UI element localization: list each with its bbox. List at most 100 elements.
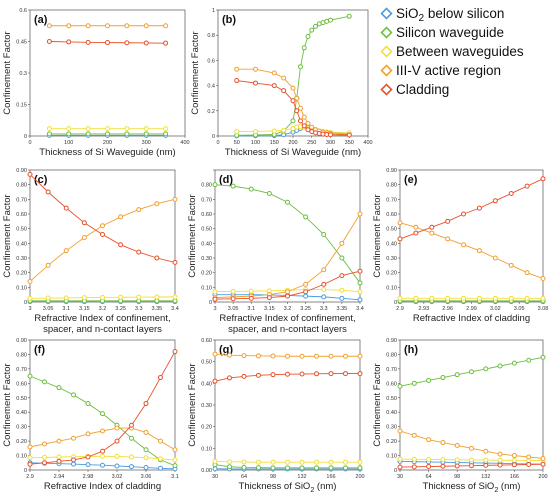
data-point [212,351,218,357]
data-point [339,255,345,261]
data-point [511,453,517,459]
data-point [241,373,247,379]
data-point [314,459,319,465]
x-tick-label: 2.98 [83,474,94,480]
y-tick-label: 0 [212,134,215,140]
data-point [298,105,303,111]
y-tick-label: 0.10 [201,285,212,291]
data-point [469,457,474,463]
data-point [143,23,149,29]
y-tick-label: 0.40 [201,241,212,247]
x-axis-label-tail: (nm) [314,481,336,492]
data-point [230,288,236,294]
data-point [397,456,403,462]
y-axis-label: Confinement Factor [2,194,13,277]
data-point [172,447,178,453]
x-tick-label: 400 [180,140,189,146]
y-tick-label: 0.70 [16,367,27,373]
y-tick-label: 0.00 [201,468,212,474]
y-tick-label: 0 [24,468,27,474]
data-point [314,465,319,471]
data-point [540,354,546,360]
data-point [230,183,236,189]
x-axis-label: Refractive Index of confinement, [34,313,170,324]
y-tick-label: 0.60 [386,212,397,218]
data-point [299,371,305,377]
legend-label: Between waveguides [396,44,524,59]
y-tick-label: 0.20 [16,439,27,445]
series-line [399,430,544,459]
data-point [212,289,218,295]
data-point [497,457,503,463]
data-point [71,461,76,467]
panel-label: (c) [34,174,48,186]
chart-panel-7: 0.00 0.10 0.20 0.30 0.40 0.50 0.60 30 64 98 132 166… [187,338,365,494]
data-point [357,297,363,303]
data-point [492,198,498,204]
data-point [100,232,105,238]
data-point [248,295,254,301]
data-point [508,262,514,268]
data-point [303,293,309,299]
data-point [285,465,290,471]
data-point [46,131,52,137]
data-point [227,375,232,381]
data-point [143,401,149,407]
x-axis-label-sub: 2 [310,486,314,494]
y-tick-label: 0.10 [386,285,397,291]
data-point [85,431,91,437]
legend-item: III-V active region [380,63,501,78]
data-point [63,295,69,301]
data-point [492,295,498,301]
data-point [45,189,51,195]
x-tick-label: 200 [355,474,364,480]
data-point [66,23,72,29]
data-point [158,456,163,462]
y-tick-label: 1 [212,8,215,14]
data-point [46,23,52,29]
data-point [85,131,91,137]
data-point [42,460,47,466]
data-point [339,287,345,293]
data-point [411,380,417,386]
y-tick-label: 0.20 [16,271,27,277]
data-point [100,223,105,229]
data-point [429,295,435,301]
data-point [526,357,532,363]
chart-panel-6: 0 0.10 0.20 0.30 0.40 0.50 0.60 0.70 0.80 0.90 2.9… [2,338,179,492]
y-tick-label: 0.10 [386,454,397,460]
y-tick-label: 0.80 [16,352,27,358]
panel-label: (e) [404,174,418,186]
data-point [511,462,517,468]
y-tick-label: 0.90 [16,338,27,344]
data-point [483,462,489,468]
y-tick-label: 0.90 [16,168,27,174]
data-point [154,201,160,207]
y-tick-label: 0.40 [16,241,27,247]
data-point [413,230,419,236]
data-point [114,463,120,469]
plot-frame [29,9,186,137]
x-axis-label-main: Refractive Index of cladding [44,481,161,492]
data-point [136,249,142,255]
x-tick-label: 2.96 [442,306,453,312]
y-tick-label: 0.6 [19,8,27,14]
y-axis-label: Confinement Factor [372,194,383,277]
x-axis-label-line2: spacer, and n-contact layers [43,324,162,335]
data-point [256,353,261,359]
data-point [85,23,91,29]
plot-frame [399,339,544,471]
chart-panel-2: 0 0.2 0.4 0.6 0.8 1 0 50 100 150 200 250 300 350 400 Co… [190,8,373,158]
data-point [154,294,160,300]
data-point [357,289,363,295]
data-point [42,454,47,460]
data-point [281,88,287,94]
x-tick-label: 3.3 [320,306,328,312]
x-tick-label: 3.25 [300,306,311,312]
data-point [469,369,474,375]
data-point [227,464,232,470]
y-tick-label: 0.2 [207,109,215,115]
data-point [290,85,296,91]
data-point [357,268,363,274]
y-tick-label: 0.80 [201,183,212,189]
